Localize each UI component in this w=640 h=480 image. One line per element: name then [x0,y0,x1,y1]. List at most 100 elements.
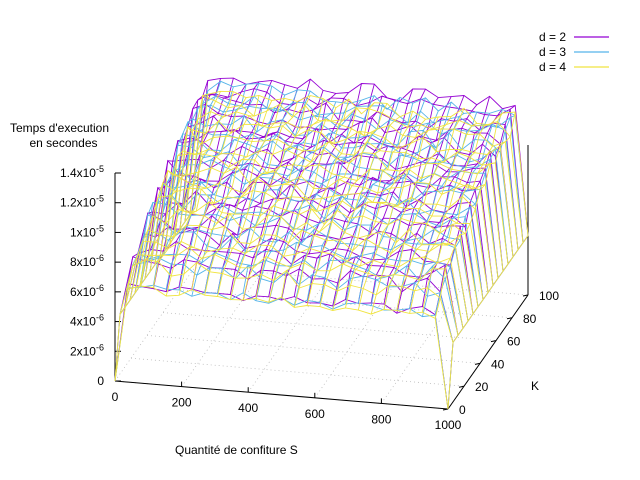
y-tick-label: 0 [459,403,466,417]
y-tick-mark [506,317,513,320]
surface-line [383,95,465,305]
surface-line [140,81,222,288]
surface-line [114,207,196,382]
z-tick-exponent: -6 [96,283,104,293]
surface-line [140,91,222,287]
grid-line-x [247,277,329,393]
surface-3 [114,90,529,410]
surface-line [434,112,516,319]
surface-line [383,113,465,311]
surface-line [409,113,491,309]
surface-line [357,110,439,303]
surface-line [281,99,362,298]
y-tick-label: 40 [491,357,505,371]
z-tick-exponent: -5 [96,223,104,233]
grid-line-x [314,283,396,399]
z-tick-label: 2x10-6 [70,342,104,358]
grid-line-x [381,289,462,404]
y-tick-mark [474,362,481,365]
legend-label: d = 2 [539,30,566,44]
surface-line [229,90,311,300]
surface-line [165,97,247,297]
surface-line [149,181,484,300]
z-tick-exponent: -6 [96,342,104,352]
surface-line [242,90,324,301]
surface-line [127,90,209,289]
surface-line [396,122,478,311]
surface-line [447,235,529,410]
base-grid [114,266,529,410]
legend: d = 2d = 3d = 4 [539,30,609,74]
z-tick-exponent: -5 [96,194,104,204]
y-tick-label: 60 [507,335,521,349]
surface-line [319,100,400,304]
surface-line [217,101,298,297]
surface-line [332,110,414,311]
surface-line [345,118,426,308]
x-tick-label: 0 [112,390,119,404]
legend-label: d = 4 [539,60,566,74]
legend-label: d = 3 [539,45,566,59]
surface-line [217,88,298,294]
surface-line [191,100,273,290]
x-tick-label: 1000 [435,418,462,432]
surface-line [306,103,388,306]
x-tick-label: 200 [172,396,192,410]
z-axis-label-line-1: Temps d'execution [10,121,110,135]
surface-line [178,95,260,296]
surface-line [345,97,426,304]
y-tick-mark [442,408,449,411]
surface-line [357,97,439,304]
surface-line [434,105,516,315]
surface-line [204,84,286,293]
surface-line [165,84,247,290]
surface-line [268,98,350,303]
surfaces [114,77,529,410]
surface-line [152,91,234,288]
x-tick-label: 400 [238,401,258,415]
x-tick-label: 600 [305,407,325,421]
z-axis-label-line-2: en secondes [29,136,98,150]
surface-line [306,104,388,301]
z-tick-label: 8x10-6 [70,253,104,269]
y-axis-line [447,294,529,410]
surface-line [229,95,311,300]
surface-line [319,116,401,307]
surface-line [293,102,375,308]
z-tick-label: 4x10-6 [70,313,104,329]
surface-line [332,103,414,310]
y-tick-label: 80 [523,312,537,326]
surface-line [421,109,503,317]
grid-line-y [130,357,465,387]
z-tick-label: 1.4x10-5 [60,164,104,180]
surface-line [370,116,452,315]
surface-line [357,116,439,311]
y-tick-mark [458,385,465,388]
z-tick-label: 1.2x10-5 [60,194,104,210]
z-tick-exponent: -6 [96,313,104,323]
surface-line [127,93,208,290]
surface-line [383,108,465,310]
z-tick-exponent: -6 [96,253,104,263]
z-axis-label: Temps d'execution en secondes [10,121,109,151]
surface-line [149,182,484,300]
y-axis-label: K [531,379,540,393]
x-tick-label: 800 [371,412,391,426]
surface-line [281,106,362,298]
x-axis-line [114,380,449,410]
z-tick-label: 0 [97,374,104,388]
z-tick-exponent: -5 [96,164,104,174]
surface-line [421,112,503,313]
z-tick-label: 6x10-6 [70,283,104,299]
grid-line-y [146,335,481,364]
z-tick-label: 1x10-5 [70,223,104,239]
surface-line [332,88,414,307]
grid-line-x [181,272,262,387]
surface-line [409,124,490,314]
y-tick-label: 100 [539,289,559,303]
surface-line [178,83,260,290]
y-tick-mark [522,294,529,297]
surface-line [191,80,273,289]
tick-labels: 0 200 400 600 800 100002040608010002x10-64x10… [60,164,559,432]
